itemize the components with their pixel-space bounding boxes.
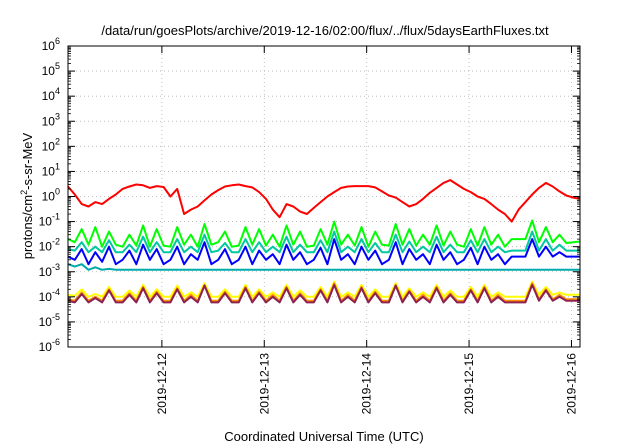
y-tick-label: 10-4 (39, 287, 60, 304)
chart-title: /data/run/goesPlots/archive/2019-12-16/0… (101, 23, 549, 38)
series-line-4 (67, 238, 580, 266)
y-axis-label-part: protons/cm (20, 195, 35, 259)
y-tick-label: 10-3 (39, 262, 60, 279)
y-tick-label: 10-2 (39, 237, 60, 254)
series-line-6 (67, 280, 580, 298)
y-axis-label: protons/cm2-s-sr-MeV (19, 132, 35, 259)
x-tick-label: 2019-12-16 (564, 353, 578, 415)
y-tick-label: 102 (42, 136, 60, 153)
series-line-8 (67, 283, 580, 304)
x-tick-label: 2019-12-15 (462, 353, 476, 415)
x-axis: 2019-12-12 2019-12-13 2019-12-14 2019-12-15… (155, 46, 578, 415)
series-line-1 (67, 179, 581, 223)
y-tick-label: 10-6 (39, 337, 60, 354)
y-tick-label: 10-5 (39, 312, 60, 329)
y-tick-label: 105 (42, 61, 60, 78)
y-axis-label-part: -s-sr-MeV (20, 132, 35, 189)
x-tick-label: 2019-12-13 (257, 353, 271, 415)
x-axis-label: Coordinated Universal Time (UTC) (224, 429, 423, 444)
series-line-3 (67, 230, 580, 254)
y-axis: 10-6 10-5 10-4 10-3 10-2 10-1 100 101 102 103 104 1… (39, 36, 580, 354)
x-tick-label: 2019-12-12 (155, 353, 169, 415)
y-tick-label: 104 (42, 86, 60, 103)
y-tick-label: 103 (42, 111, 60, 128)
y-axis-label-superscript: 2 (19, 190, 29, 195)
y-tick-label: 106 (42, 36, 60, 53)
y-tick-label: 10-1 (39, 212, 60, 229)
series-line-2 (67, 219, 581, 248)
series-layer (67, 179, 581, 304)
y-tick-label: 100 (42, 187, 60, 204)
series-line-5 (67, 263, 580, 271)
x-tick-label: 2019-12-14 (360, 353, 374, 415)
y-tick-label: 101 (42, 161, 60, 178)
